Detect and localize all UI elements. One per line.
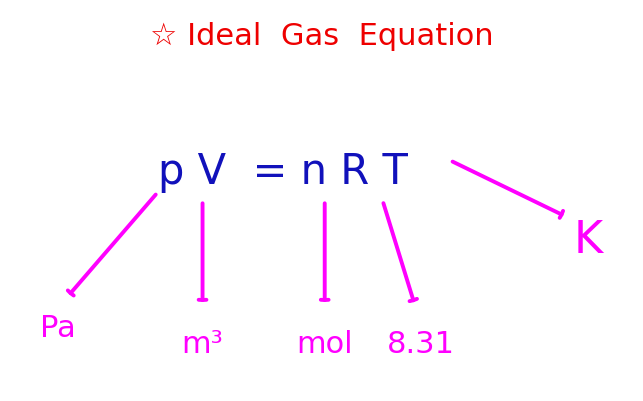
- Text: 8.31: 8.31: [387, 330, 455, 359]
- Text: m³: m³: [182, 330, 223, 359]
- Text: mol: mol: [296, 330, 353, 359]
- Text: ☆ Ideal  Gas  Equation: ☆ Ideal Gas Equation: [150, 22, 493, 51]
- Text: p V  = n R T: p V = n R T: [158, 152, 408, 193]
- Text: Pa: Pa: [40, 314, 76, 343]
- Text: K: K: [574, 219, 603, 262]
